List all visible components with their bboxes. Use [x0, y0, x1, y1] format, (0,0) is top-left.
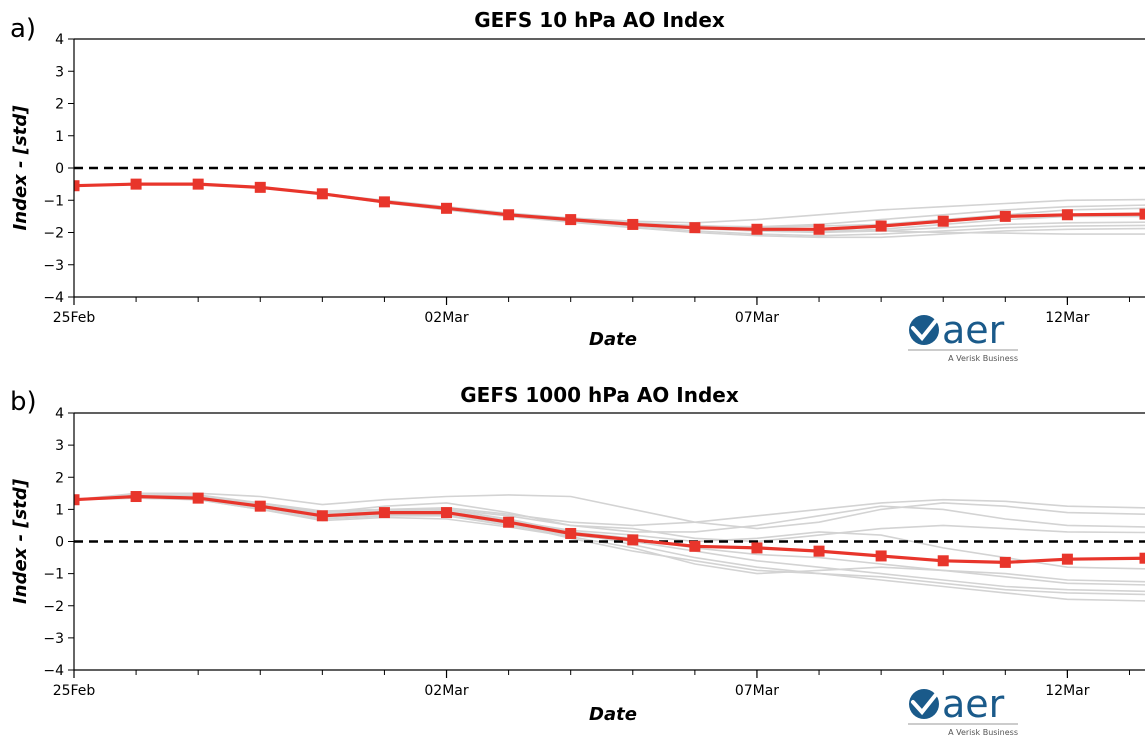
x-tick-label: 02Mar [424, 683, 468, 699]
y-tick-label: −1 [43, 193, 64, 209]
y-tick-label: 2 [55, 97, 64, 113]
data-point-marker [316, 510, 328, 522]
data-point-marker [74, 180, 80, 192]
data-point-marker [503, 209, 515, 221]
y-tick-label: −4 [43, 663, 64, 679]
data-point-marker [441, 202, 453, 214]
data-point-marker [192, 492, 204, 504]
data-point-marker [813, 223, 825, 235]
data-point-marker [689, 540, 701, 552]
data-point-marker [999, 556, 1011, 568]
y-tick-label: −1 [43, 567, 64, 583]
x-tick-label: 25Feb [53, 683, 96, 699]
data-point-marker [813, 545, 825, 557]
data-point-marker [565, 527, 577, 539]
data-point-marker [751, 542, 763, 554]
logo-tagline: A Verisk Business [948, 354, 1018, 363]
data-point-marker [130, 491, 142, 503]
x-tick-label: 07Mar [735, 310, 779, 326]
ensemble-members [74, 183, 1145, 239]
data-point-marker [130, 178, 142, 190]
y-tick-label: 1 [55, 502, 64, 518]
panel-letter: a) [10, 14, 36, 44]
data-point-marker [937, 555, 949, 567]
ensemble-member-line [74, 497, 1145, 593]
y-tick-label: 0 [55, 535, 64, 551]
y-tick-label: 3 [55, 64, 64, 80]
x-tick-label: 12Mar [1045, 683, 1089, 699]
y-axis-label: Index - [std] [10, 105, 31, 231]
ensemble-member-line [74, 494, 1145, 527]
ensemble-member-line [74, 183, 1145, 235]
y-tick-label: 2 [55, 470, 64, 486]
data-point-marker [254, 500, 266, 512]
data-point-marker [627, 534, 639, 546]
y-tick-label: −2 [43, 226, 64, 242]
x-axis-label: Date [589, 329, 637, 350]
x-tick-label: 02Mar [424, 310, 468, 326]
x-tick-label: 07Mar [735, 683, 779, 699]
y-tick-label: −2 [43, 599, 64, 615]
chart-title: GEFS 10 hPa AO Index [474, 8, 725, 32]
x-tick-label: 12Mar [1045, 310, 1089, 326]
ensemble-mean-line [74, 494, 1145, 565]
data-point-marker [192, 178, 204, 190]
data-point-marker [875, 550, 887, 562]
data-point-marker [875, 220, 887, 232]
x-tick-label: 25Feb [53, 310, 96, 326]
ensemble-mean-series [74, 491, 1145, 568]
data-point-marker [503, 516, 515, 528]
ensemble-members [74, 492, 1145, 602]
ensemble-member-line [74, 495, 1145, 570]
x-axis-label: Date [589, 704, 637, 725]
logo-tagline: A Verisk Business [948, 728, 1018, 737]
data-point-marker [937, 215, 949, 227]
checkmark-icon [911, 690, 940, 716]
ensemble-member-line [74, 495, 1145, 596]
ensemble-member-line [74, 492, 1145, 530]
y-axis-label: Index - [std] [10, 478, 31, 604]
checkmark-icon [911, 316, 940, 342]
data-point-marker [1139, 552, 1145, 564]
data-point-marker [1061, 209, 1073, 221]
aer-checkmark-logo-icon: aer A Verisk Business [908, 682, 1018, 737]
aer-checkmark-logo-icon: aer A Verisk Business [908, 308, 1018, 363]
y-tick-label: 4 [55, 406, 64, 422]
logo-wordmark: aer [942, 308, 1005, 352]
data-point-marker [1061, 553, 1073, 565]
y-tick-label: −3 [43, 258, 64, 274]
data-point-marker [689, 222, 701, 234]
data-point-marker [378, 196, 390, 208]
data-point-marker [999, 210, 1011, 222]
y-tick-label: −3 [43, 631, 64, 647]
data-point-marker [627, 218, 639, 230]
panel-letter: b) [10, 387, 37, 417]
data-point-marker [1139, 208, 1145, 220]
chart-panel-b: b) GEFS 1000 hPa AO Index 4 3 2 1 0 −1 −2 −3 −4 25F… [10, 383, 1145, 737]
y-tick-label: 3 [55, 438, 64, 454]
data-point-marker [74, 494, 80, 506]
ensemble-mean-line [74, 182, 1145, 231]
y-tick-label: 1 [55, 129, 64, 145]
ensemble-member-line [74, 183, 1145, 237]
data-point-marker [441, 507, 453, 519]
y-tick-label: 4 [55, 32, 64, 48]
data-point-marker [565, 214, 577, 226]
data-point-marker [254, 181, 266, 193]
chart-title: GEFS 1000 hPa AO Index [460, 383, 739, 407]
data-point-marker [316, 188, 328, 200]
ensemble-mean-series [74, 178, 1145, 235]
logo-globe-icon [909, 689, 939, 719]
y-tick-label: −4 [43, 290, 64, 306]
chart-panel-a: a) GEFS 10 hPa AO Index 4 3 2 1 0 −1 −2 −3 −4 25Feb… [10, 8, 1145, 363]
data-point-marker [751, 223, 763, 235]
logo-wordmark: aer [942, 682, 1005, 726]
logo-globe-icon [909, 315, 939, 345]
y-tick-label: 0 [55, 161, 64, 177]
data-point-marker [378, 507, 390, 519]
